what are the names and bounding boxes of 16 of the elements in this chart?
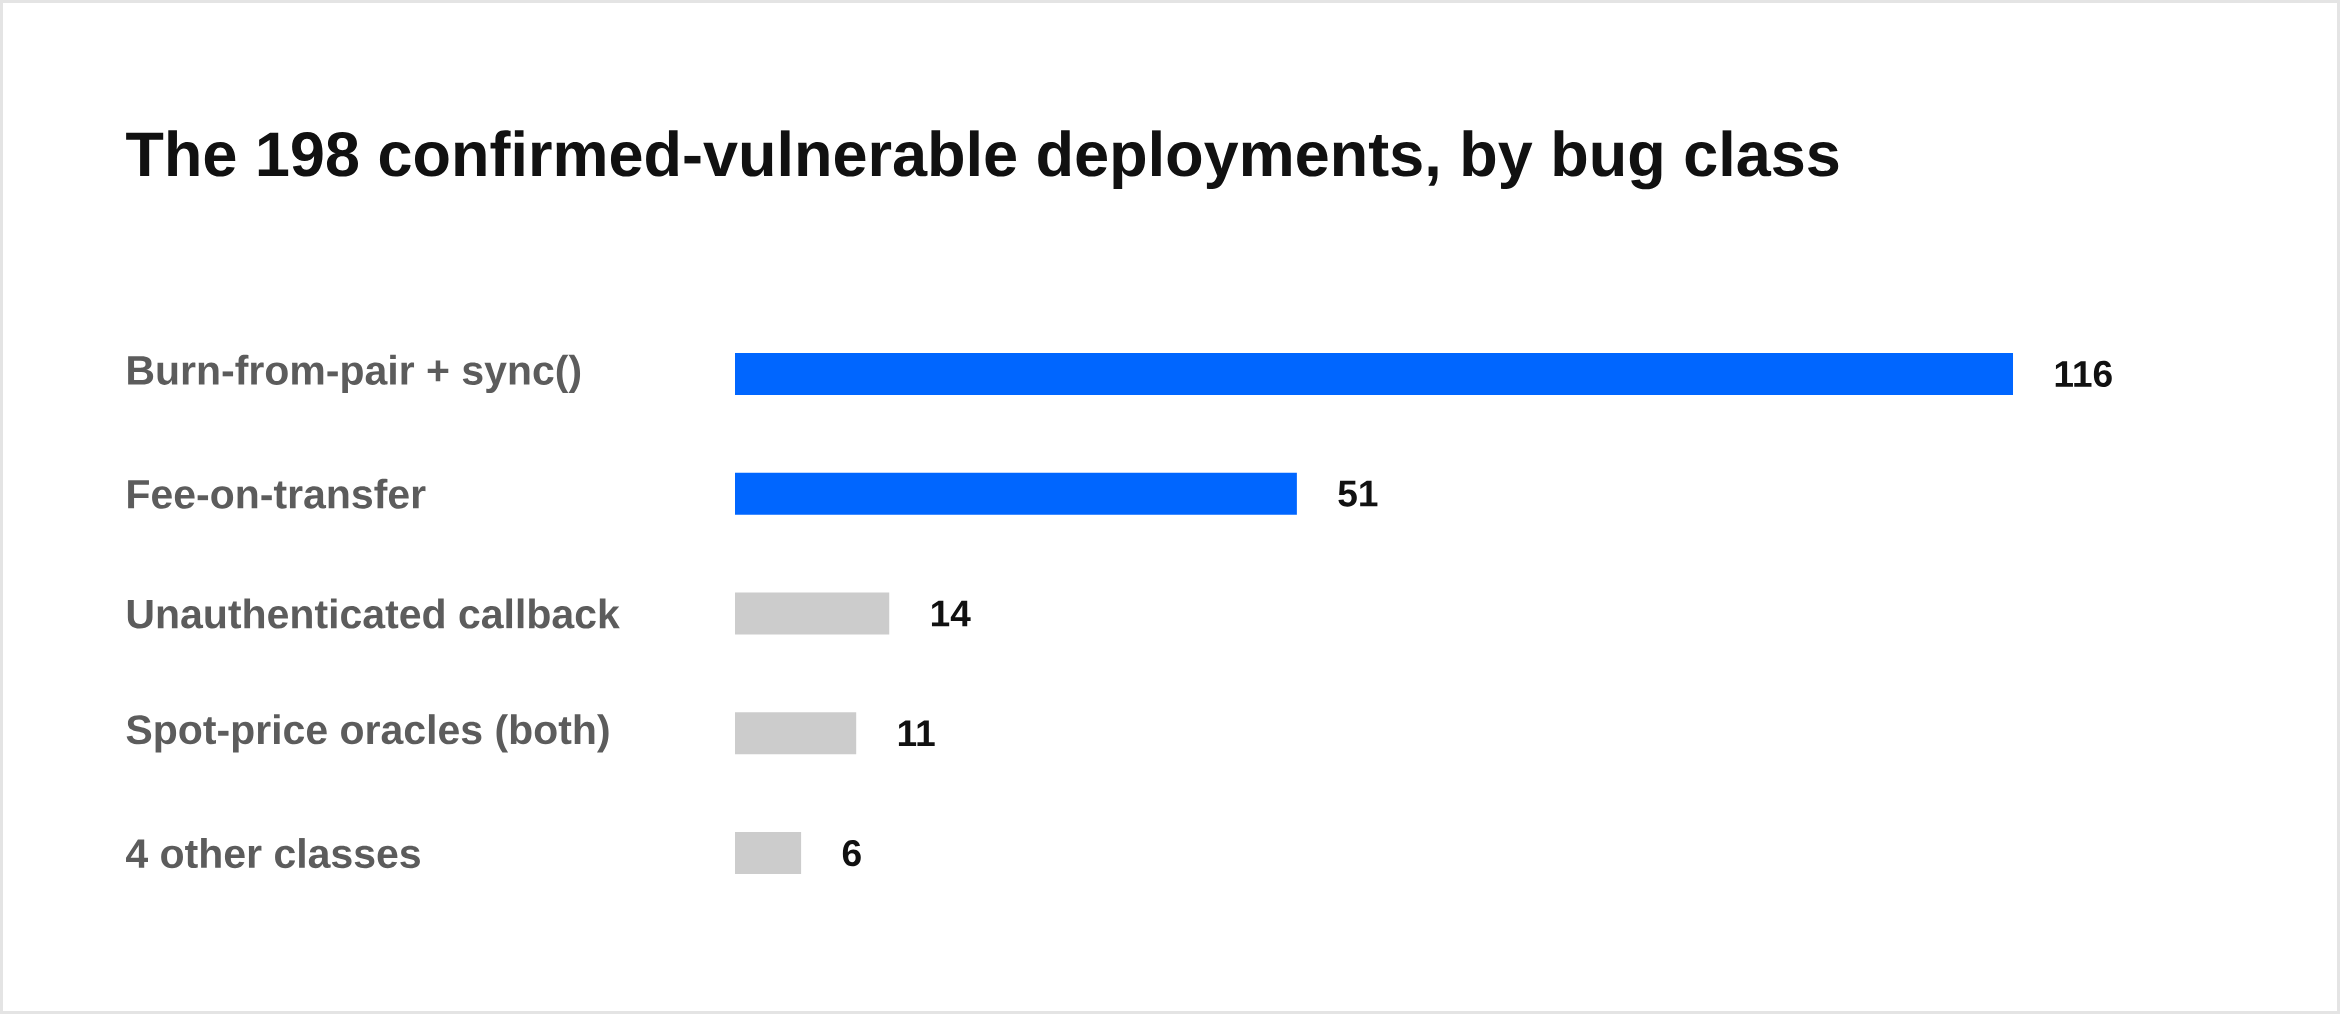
bar <box>735 712 857 755</box>
bar <box>735 832 802 875</box>
data-label: 6 <box>842 840 861 867</box>
y-tick-label: Spot-price oracles (both) <box>126 714 609 753</box>
y-tick-label: 4 other classes <box>126 838 420 869</box>
y-tick-label: Unauthenticated callback <box>127 598 620 629</box>
data-label: 116 <box>2055 360 2112 388</box>
bar <box>735 472 1297 515</box>
chart-title: The 198 confirmed-vulnerable deployments, by bug class <box>126 130 1839 190</box>
bar <box>735 352 2013 395</box>
y-tick-label: Fee-on-transfer <box>128 478 426 509</box>
data-label: 14 <box>931 600 971 627</box>
bar <box>735 592 890 635</box>
y-tick-label: Burn-from-pair + sync() <box>128 354 581 394</box>
data-label: 11 <box>898 720 935 747</box>
data-label: 51 <box>1338 480 1378 507</box>
